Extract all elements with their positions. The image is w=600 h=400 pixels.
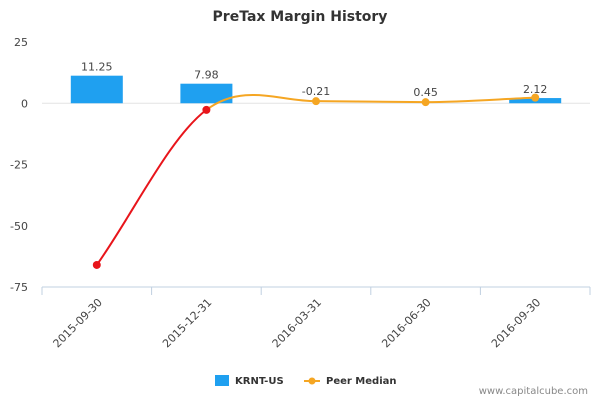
legend-krnt-us-label[interactable]: KRNT-US bbox=[235, 376, 284, 387]
y-axis: 25 0 -25 -50 -75 bbox=[10, 36, 28, 294]
line-data-label: -0.21 bbox=[302, 85, 330, 98]
peer-median-point bbox=[531, 93, 540, 102]
y-tick-label: -75 bbox=[10, 281, 28, 294]
bar-data-label: 2.12 bbox=[523, 83, 548, 96]
peer-median-segment bbox=[315, 100, 426, 104]
x-tick-label: 2016-09-30 bbox=[489, 296, 543, 350]
x-tick-label: 2016-03-31 bbox=[270, 296, 324, 350]
peer-median-segment bbox=[205, 93, 317, 111]
bar-krnt-us bbox=[180, 83, 233, 104]
bar-krnt-us bbox=[70, 75, 123, 104]
peer-median-point bbox=[92, 260, 101, 269]
x-axis: 2015-09-30 2015-12-31 2016-03-31 2016-06-30… bbox=[41, 286, 591, 350]
x-tick-label: 2015-12-31 bbox=[160, 296, 214, 350]
peer-median-point bbox=[202, 105, 211, 114]
y-tick-label: -50 bbox=[10, 220, 28, 233]
x-tick-label: 2015-09-30 bbox=[51, 296, 105, 350]
peer-median-point bbox=[312, 97, 320, 106]
chart-legend[interactable]: KRNT-US Peer Median bbox=[215, 375, 397, 387]
data-labels: 11.25 7.98 2.12 -0.21 0.45 bbox=[81, 61, 547, 99]
legend-peer-median-marker[interactable] bbox=[308, 377, 316, 385]
peer-median-segment bbox=[425, 96, 536, 104]
y-tick-label: -25 bbox=[10, 159, 28, 172]
x-tick-label: 2016-06-30 bbox=[379, 296, 433, 350]
y-tick-label: 25 bbox=[14, 36, 28, 49]
peer-median-point bbox=[421, 98, 430, 107]
peer-median-line bbox=[92, 93, 540, 269]
bar-data-label: 11.25 bbox=[81, 61, 113, 74]
y-tick-label: 0 bbox=[21, 97, 28, 110]
chart-title: PreTax Margin History bbox=[213, 9, 388, 25]
credit-text: www.capitalcube.com bbox=[479, 386, 588, 397]
line-data-label: 0.45 bbox=[413, 86, 438, 99]
bar-data-label: 7.98 bbox=[194, 69, 219, 82]
legend-peer-median-label[interactable]: Peer Median bbox=[326, 376, 397, 387]
legend-krnt-us-swatch[interactable] bbox=[215, 375, 229, 386]
peer-median-segment bbox=[95, 109, 207, 266]
